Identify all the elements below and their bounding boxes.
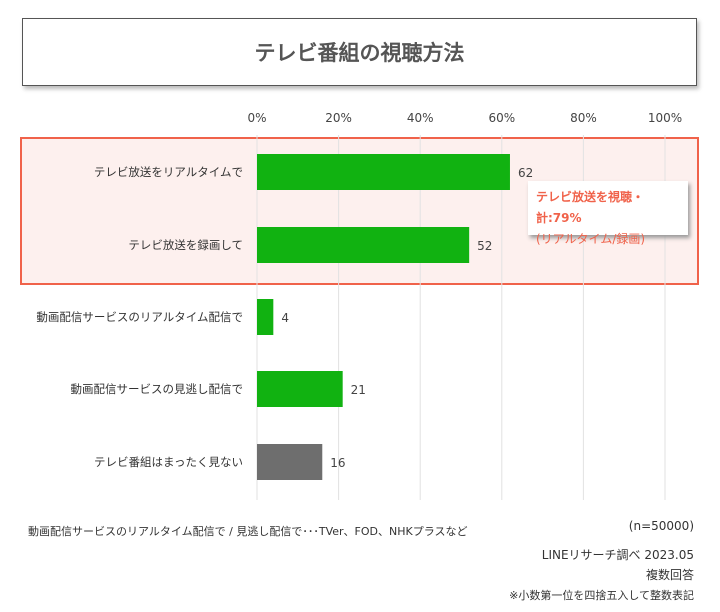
x-tick-label: 100%: [648, 111, 682, 125]
data-label: 21: [351, 383, 366, 397]
annotation-line1: テレビ放送を視聴・計:79%: [536, 190, 645, 225]
category-label: テレビ番組はまったく見ない: [94, 455, 243, 469]
bar: [257, 227, 470, 263]
bar: [257, 299, 274, 335]
data-label: 52: [477, 239, 492, 253]
x-tick-label: 20%: [325, 111, 352, 125]
data-label: 62: [518, 166, 533, 180]
chart-title: テレビ番組の視聴方法: [22, 18, 697, 86]
annotation-line2: (リアルタイム/録画): [536, 232, 646, 246]
bar: [257, 444, 323, 480]
x-tick-label: 0%: [247, 111, 266, 125]
category-label: テレビ放送を録画して: [128, 238, 243, 252]
x-tick-label: 80%: [570, 111, 597, 125]
data-label: 4: [281, 311, 289, 325]
category-label: 動画配信サービスの見逃し配信で: [71, 382, 244, 396]
annotation-callout: テレビ放送を視聴・計:79% (リアルタイム/録画): [528, 181, 688, 246]
source: LINEリサーチ調べ 2023.05: [541, 548, 694, 562]
bar: [257, 154, 510, 190]
sample-size: (n=50000): [628, 519, 694, 533]
category-label: 動画配信サービスのリアルタイム配信で: [36, 310, 243, 324]
rounding-note: ※小数第一位を四捨五入して整数表記: [509, 589, 694, 602]
category-label: テレビ放送をリアルタイムで: [94, 165, 243, 179]
x-tick-label: 40%: [407, 111, 434, 125]
x-tick-label: 60%: [488, 111, 515, 125]
data-label: 16: [330, 456, 345, 470]
footnote: 動画配信サービスのリアルタイム配信で / 見逃し配信で･･･TVer、FOD、N…: [28, 525, 468, 538]
answer-type: 複数回答: [645, 568, 694, 582]
bar: [257, 371, 343, 407]
